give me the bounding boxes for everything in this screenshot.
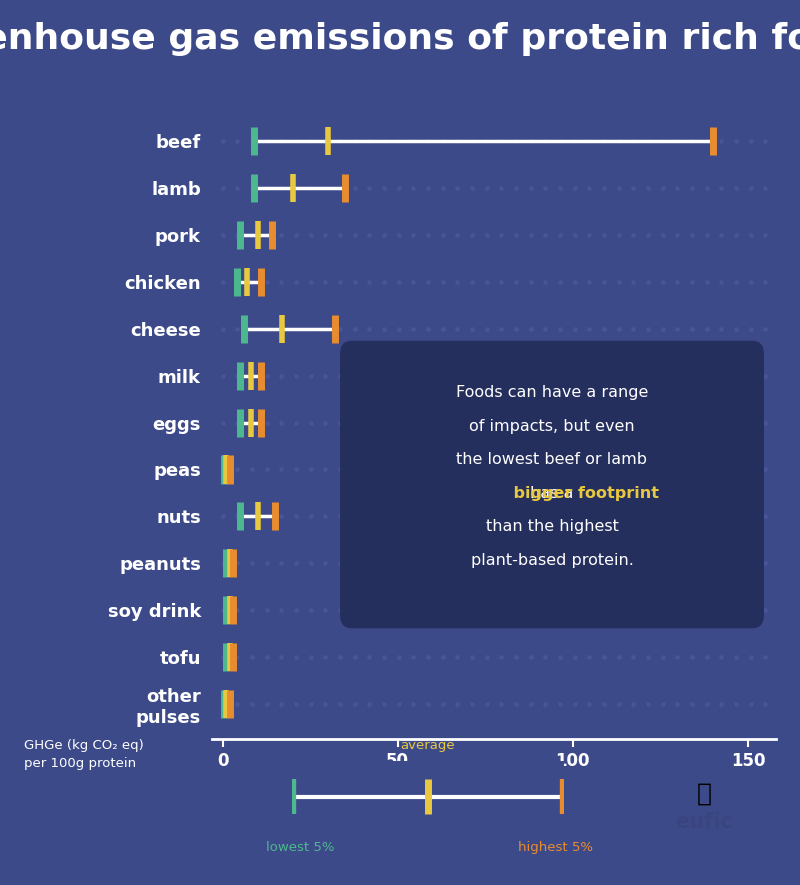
Text: plant-based protein.: plant-based protein. — [470, 553, 634, 568]
Text: highest 5%: highest 5% — [518, 841, 594, 854]
Text: bigger footprint: bigger footprint — [446, 486, 658, 501]
Text: lowest 5%: lowest 5% — [266, 841, 334, 854]
Text: Foods can have a range: Foods can have a range — [456, 385, 648, 400]
Text: the lowest beef or lamb: the lowest beef or lamb — [457, 452, 647, 467]
Text: has a: has a — [530, 486, 574, 501]
Text: 🍎: 🍎 — [697, 781, 711, 805]
Text: than the highest: than the highest — [486, 519, 618, 535]
Text: average: average — [401, 739, 455, 752]
Text: GHGe (kg CO₂ eq)
per 100g protein: GHGe (kg CO₂ eq) per 100g protein — [24, 739, 144, 770]
Text: of impacts, but even: of impacts, but even — [469, 419, 635, 434]
Text: eufic: eufic — [675, 812, 733, 832]
Text: greenhouse gas emissions of protein rich foods: greenhouse gas emissions of protein rich… — [0, 22, 800, 56]
